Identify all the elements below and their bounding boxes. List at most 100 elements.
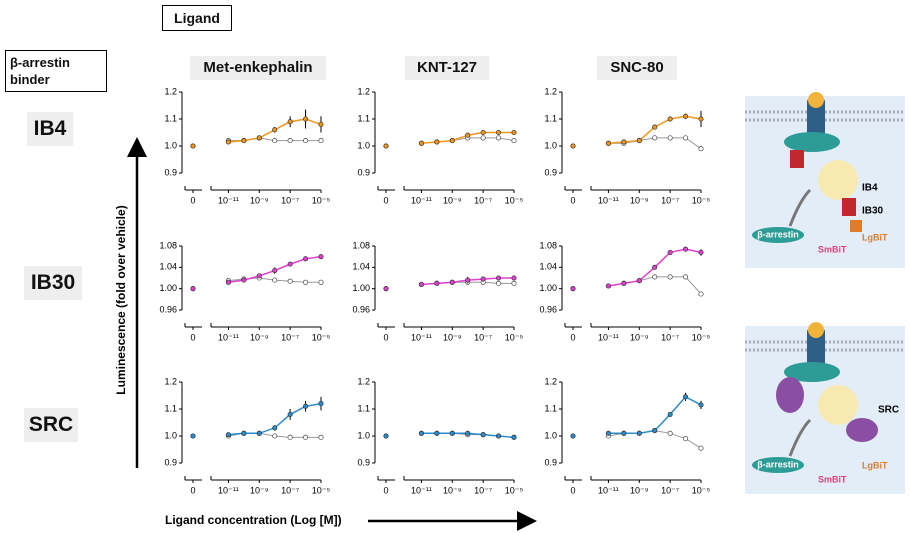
data-point: [652, 135, 658, 141]
x-tick-label: 0: [383, 485, 388, 495]
binder-shape: [846, 418, 878, 442]
y-tick-label: 0.9: [164, 167, 177, 177]
data-point: [683, 394, 689, 400]
x-tick-label: 10⁻⁷: [661, 195, 679, 205]
y-tick-label: 0.9: [357, 167, 370, 177]
data-point: [683, 246, 689, 252]
diagram-label: SRC: [878, 405, 899, 416]
data-point: [272, 127, 278, 133]
data-point: [303, 256, 309, 262]
x-tick-label: 10⁻¹¹: [218, 332, 239, 342]
data-point: [652, 274, 658, 280]
x-tick-label: 0: [190, 195, 195, 205]
y-tick-label: 1.0: [544, 430, 557, 440]
data-point: [496, 280, 502, 286]
data-point: [256, 135, 262, 141]
binder-shape: [790, 150, 804, 168]
ligand: [808, 322, 824, 338]
data-point: [636, 138, 642, 144]
data-point: [287, 434, 293, 440]
data-point: [698, 445, 704, 451]
x-tick-label: 10⁻⁹: [250, 332, 269, 342]
data-point: [318, 121, 324, 127]
g-protein: [784, 362, 840, 382]
data-point: [383, 143, 389, 149]
diagram: SRC β-arrestin SmBiT LgBiT: [745, 322, 905, 494]
data-point: [698, 402, 704, 408]
x-tick-label: 10⁻¹¹: [598, 195, 619, 205]
data-point: [418, 430, 424, 436]
data-point: [272, 425, 278, 431]
data-point: [256, 273, 262, 279]
data-point: [698, 146, 704, 152]
data-point: [383, 433, 389, 439]
row-label: SRC: [24, 408, 78, 442]
data-point: [225, 432, 231, 438]
data-point: [698, 291, 704, 297]
data-point: [272, 267, 278, 274]
data-point: [190, 433, 196, 439]
binder-header: β-arrestin binder: [5, 50, 107, 92]
y-tick-label: 0.96: [352, 304, 370, 314]
data-point: [636, 430, 642, 436]
column-title: SNC-80: [597, 56, 677, 80]
data-point: [241, 277, 247, 283]
data-point: [318, 401, 324, 407]
data-point: [667, 249, 673, 255]
data-point: [511, 138, 517, 144]
x-tick-label: 10⁻⁹: [443, 195, 462, 205]
column-title: Met-enkephalin: [190, 56, 326, 80]
data-point: [449, 279, 455, 285]
binder-shape: [842, 198, 856, 216]
data-point: [621, 280, 627, 286]
data-point: [272, 138, 278, 144]
data-point: [605, 430, 611, 436]
arrow: [788, 418, 812, 457]
y-tick-label: 1.04: [159, 262, 177, 272]
data-point: [652, 124, 658, 130]
y-tick-label: 1.0: [357, 140, 370, 150]
lgbit-glow: [818, 385, 858, 425]
data-point: [605, 283, 611, 289]
data-point: [272, 433, 278, 439]
x-tick-label: 10⁻¹¹: [598, 332, 619, 342]
arrestin-shape: [752, 227, 804, 243]
row-label: IB30: [24, 266, 82, 300]
row-label: IB4: [27, 112, 73, 146]
y-tick-label: 1.08: [159, 240, 177, 250]
x-tick-label: 10⁻⁷: [281, 332, 299, 342]
diagram-label: β-arrestin: [757, 459, 799, 469]
data-point: [190, 286, 196, 292]
x-tick-label: 10⁻⁷: [281, 195, 299, 205]
data-point: [605, 140, 611, 146]
diagram-label: SmBiT: [818, 474, 847, 484]
y-tick-label: 1.1: [357, 403, 370, 413]
x-tick-label: 10⁻⁹: [250, 485, 269, 495]
data-point: [465, 430, 471, 436]
x-tick-label: 10⁻⁷: [281, 485, 299, 495]
x-tick-label: 10⁻⁹: [630, 332, 649, 342]
lgbit-glow: [818, 160, 858, 200]
x-tick-label: 10⁻⁷: [474, 485, 492, 495]
diagram-label: β-arrestin: [757, 229, 799, 239]
data-point: [287, 119, 293, 125]
data-point: [465, 132, 471, 138]
data-point: [272, 277, 278, 283]
y-tick-label: 1.2: [357, 376, 370, 386]
y-tick-label: 0.96: [159, 304, 177, 314]
ligand-header: Ligand: [162, 5, 232, 31]
y-tick-label: 0.9: [164, 457, 177, 467]
arrow: [788, 188, 812, 227]
data-point: [683, 113, 689, 119]
lgbit-shape: [850, 220, 862, 232]
receptor: [807, 328, 825, 370]
data-point: [287, 138, 293, 144]
data-point: [383, 286, 389, 292]
x-tick-label: 0: [190, 485, 195, 495]
data-point: [303, 138, 309, 144]
diagram-label: IB4: [862, 183, 878, 194]
data-point: [287, 261, 293, 267]
x-tick-label: 10⁻¹¹: [218, 195, 239, 205]
data-point: [303, 434, 309, 440]
x-axis-label: Ligand concentration (Log [M]): [165, 513, 342, 527]
